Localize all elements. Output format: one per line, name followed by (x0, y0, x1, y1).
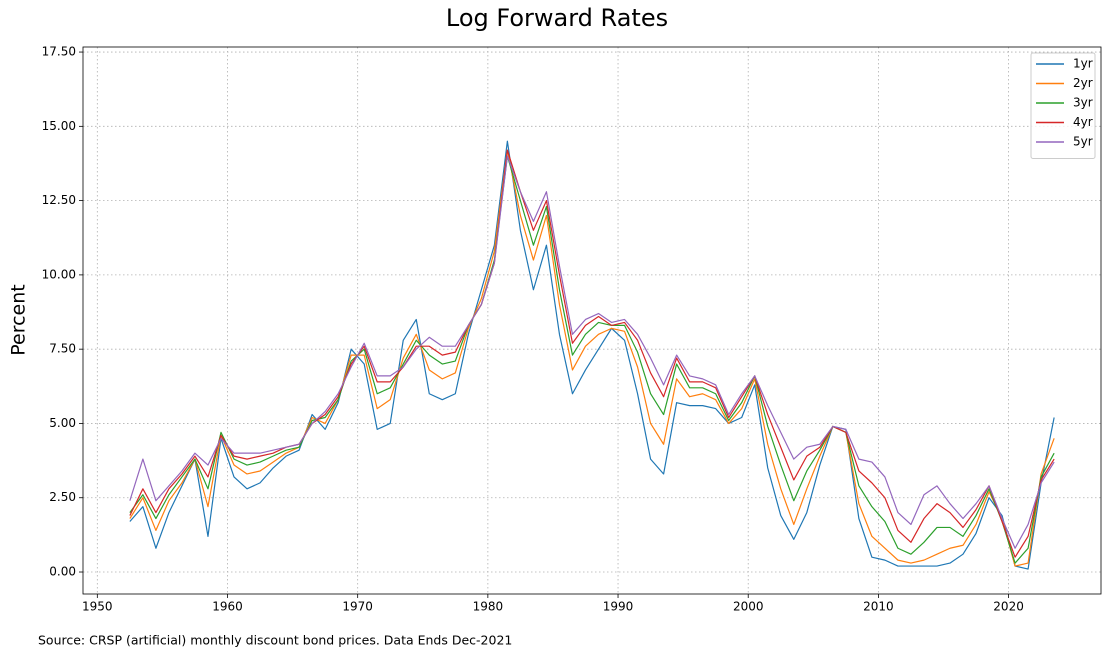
legend-label: 1yr (1073, 57, 1093, 71)
plot-frame (82, 46, 1102, 595)
x-tick-label: 2020 (993, 600, 1024, 614)
footnote: Source: CRSP (artificial) monthly discou… (38, 633, 512, 648)
legend-label: 2yr (1073, 76, 1093, 90)
y-tick-label: 12.50 (42, 193, 76, 207)
y-tick-label: 7.50 (49, 342, 76, 356)
x-tick-label: 2000 (733, 600, 764, 614)
y-tick-label: 2.50 (49, 490, 76, 504)
x-tick-label: 1950 (82, 600, 113, 614)
x-tick-label: 1980 (473, 600, 504, 614)
x-tick-label: 1960 (212, 600, 243, 614)
series-line (129, 149, 1055, 567)
chart-title: Log Forward Rates (446, 4, 668, 32)
series-line (129, 155, 1055, 549)
series-line (129, 140, 1055, 570)
series-line (129, 155, 1055, 564)
legend-label: 5yr (1073, 135, 1093, 149)
legend-box (1030, 52, 1096, 159)
series-line (129, 149, 1055, 558)
y-axis-label: Percent (8, 284, 30, 356)
x-tick-label: 2010 (863, 600, 894, 614)
x-tick-label: 1970 (342, 600, 373, 614)
y-tick-label: 5.00 (49, 416, 76, 430)
x-tick-label: 1990 (603, 600, 634, 614)
y-tick-label: 10.00 (42, 267, 76, 281)
legend-label: 3yr (1073, 96, 1093, 110)
y-tick-label: 15.00 (42, 119, 76, 133)
y-tick-label: 0.00 (49, 565, 76, 579)
legend-label: 4yr (1073, 115, 1093, 129)
y-tick-label: 17.50 (42, 45, 76, 59)
